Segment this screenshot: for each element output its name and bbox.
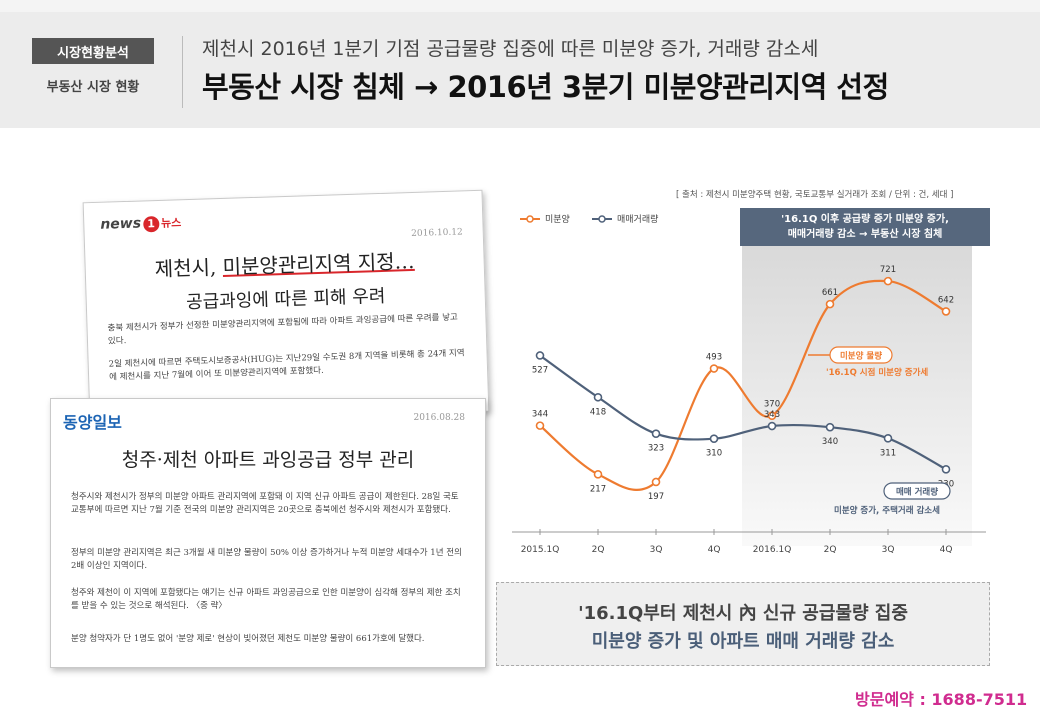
unsold-point <box>651 477 661 487</box>
x-tick-label: 2Q <box>824 545 837 555</box>
trade-data-label: 527 <box>532 365 548 375</box>
x-tick-label: 4Q <box>708 545 721 555</box>
x-tick-label: 2016.1Q <box>753 545 792 555</box>
header-divider <box>182 36 183 108</box>
summary-line-1: '16.1Q부터 제천시 內 신규 공급물량 집중 <box>578 603 908 624</box>
x-tick-label: 3Q <box>882 545 895 555</box>
unsold-data-label: 661 <box>822 288 838 298</box>
callout-line: '16.1Q 이후 공급량 증가 미분양 증가, <box>781 214 949 225</box>
trade-point <box>651 429 661 438</box>
unsold-point <box>825 299 835 309</box>
legend-marker-orange <box>520 214 540 223</box>
article-headline: 청주·제천 아파트 과잉공급 정부 관리 <box>121 449 415 471</box>
headline-highlight: 미분양관리지역 지정… <box>222 248 415 279</box>
unsold-data-label: 217 <box>590 484 606 494</box>
legend-item-unsold: 미분양 <box>520 212 570 225</box>
legend-label: 미분양 <box>545 215 570 225</box>
article-paragraph: 충북 제천시가 정부가 선정한 미분양관리지역에 포함됨에 따라 아파트 과잉공… <box>107 312 458 347</box>
trade-data-label: 311 <box>880 448 896 458</box>
unsold-data-label: 370 <box>764 400 780 410</box>
trade-point <box>593 392 603 402</box>
unsold-point <box>593 470 603 479</box>
x-tick-label: 3Q <box>650 545 663 555</box>
trade-label: 매매 거래량 <box>896 487 938 498</box>
callout-line: 매매거래량 감소 → 부동산 시장 침체 <box>787 229 943 240</box>
legend-label: 매매거래량 <box>617 215 659 225</box>
legend-item-trade: 매매거래량 <box>592 212 658 225</box>
article-date: 2016.10.12 <box>411 227 463 240</box>
trade-data-label: 418 <box>590 407 606 417</box>
unsold-point <box>767 411 777 420</box>
trade-data-label: 323 <box>648 444 664 454</box>
reservation-phone: 방문예약 : 1688-7511 <box>855 690 1028 709</box>
article-date: 2016.08.28 <box>413 413 465 423</box>
unsold-data-label: 197 <box>648 492 664 502</box>
dongyang-ilbo-logo: 동양일보 <box>63 413 122 432</box>
category-badge: 시장현황분석 <box>32 38 154 64</box>
trade-point <box>709 434 719 443</box>
unsold-label: 미분양 물량 <box>840 351 882 362</box>
page-header: 시장현황분석 부동산 시장 현황 제천시 2016년 1분기 기점 공급물량 집… <box>0 12 1040 128</box>
x-tick-label: 2Q <box>592 545 605 555</box>
line-chart: 2015.1Q 2Q 3Q 4Q 2016.1Q 2Q 3Q 4Q 344 217 197 493 37… <box>512 246 986 555</box>
unsold-data-label: 642 <box>938 295 954 305</box>
news-clipping-1: news 1 뉴스 2016.10.12 제천시, 미분양관리지역 지정… 공급과잉… <box>82 189 490 425</box>
page-title: 부동산 시장 침체 → 2016년 3분기 미분양관리지역 선정 <box>202 70 889 104</box>
article-headline: 제천시, 미분양관리지역 지정… <box>154 248 415 282</box>
unsold-point <box>535 421 545 430</box>
unsold-series-line <box>539 279 947 492</box>
unsold-data-label: 493 <box>706 353 722 363</box>
trade-point <box>767 421 777 431</box>
article-paragraph: 청주와 제천이 이 지역에 포함됐다는 얘기는 신규 아파트 과잉공급으로 인한… <box>71 588 461 611</box>
unsold-point <box>883 276 893 286</box>
unsold-point <box>709 364 719 373</box>
trade-point <box>535 351 545 360</box>
summary-note: '16.1Q부터 제천시 內 신규 공급물량 집중 미분양 증가 및 아파트 매… <box>496 582 990 666</box>
unsold-point <box>941 307 951 316</box>
unsold-data-label: 721 <box>880 265 896 275</box>
unsold-note: '16.1Q 시점 미분양 증가세 <box>826 367 928 378</box>
category-subtitle: 부동산 시장 현황 <box>46 80 140 95</box>
summary-line-2: 미분양 증가 및 아파트 매매 거래량 감소 <box>591 631 895 652</box>
article-paragraph: 2일 제천시에 따르면 주택도시보증공사(HUG)는 지난29일 수도권 8개 … <box>108 348 465 383</box>
news1-logo: news 1 뉴스 <box>100 215 182 233</box>
trade-data-label: 343 <box>764 410 780 420</box>
trade-data-label: 340 <box>822 437 838 447</box>
trade-data-label: 310 <box>706 449 722 459</box>
unsold-data-label: 344 <box>532 410 548 420</box>
trade-pill <box>883 482 951 500</box>
article-paragraph: 정부의 미분양 관리지역은 최근 3개월 새 미분양 물량이 50% 이상 증가… <box>71 548 462 571</box>
top-strip <box>0 0 1040 12</box>
x-tick-label: 4Q <box>940 545 953 555</box>
article-paragraph: 청주시와 제천시가 정부의 미분양 아파트 관리지역에 포함돼 이 지역 신규 … <box>71 492 459 515</box>
article-subheadline: 공급과잉에 따른 피해 우려 <box>185 285 386 314</box>
article-paragraph: 분양 청약자가 단 1명도 없어 '분양 제로' 현상이 빚어졌던 제천도 미분… <box>71 634 425 644</box>
chart-source: [ 출처 : 제천시 미분양주택 현황, 국토교통부 실거래가 조회 / 단위 … <box>676 190 954 200</box>
trade-point <box>883 433 893 443</box>
chart-callout: '16.1Q 이후 공급량 증가 미분양 증가, 매매거래량 감소 → 부동산 … <box>740 208 990 246</box>
news-clipping-2: 동양일보 2016.08.28 청주·제천 아파트 과잉공급 정부 관리 청주시… <box>50 398 486 668</box>
page-subtitle: 제천시 2016년 1분기 기점 공급물량 집중에 따른 미분양 증가, 거래량… <box>202 38 819 60</box>
trade-point <box>825 422 835 432</box>
x-tick-label: 2015.1Q <box>521 545 560 555</box>
highlight-band <box>742 246 972 546</box>
trade-note: 미분양 증가, 주택거래 감소세 <box>834 505 940 516</box>
legend-marker-navy <box>592 214 612 223</box>
trade-point <box>941 465 951 474</box>
